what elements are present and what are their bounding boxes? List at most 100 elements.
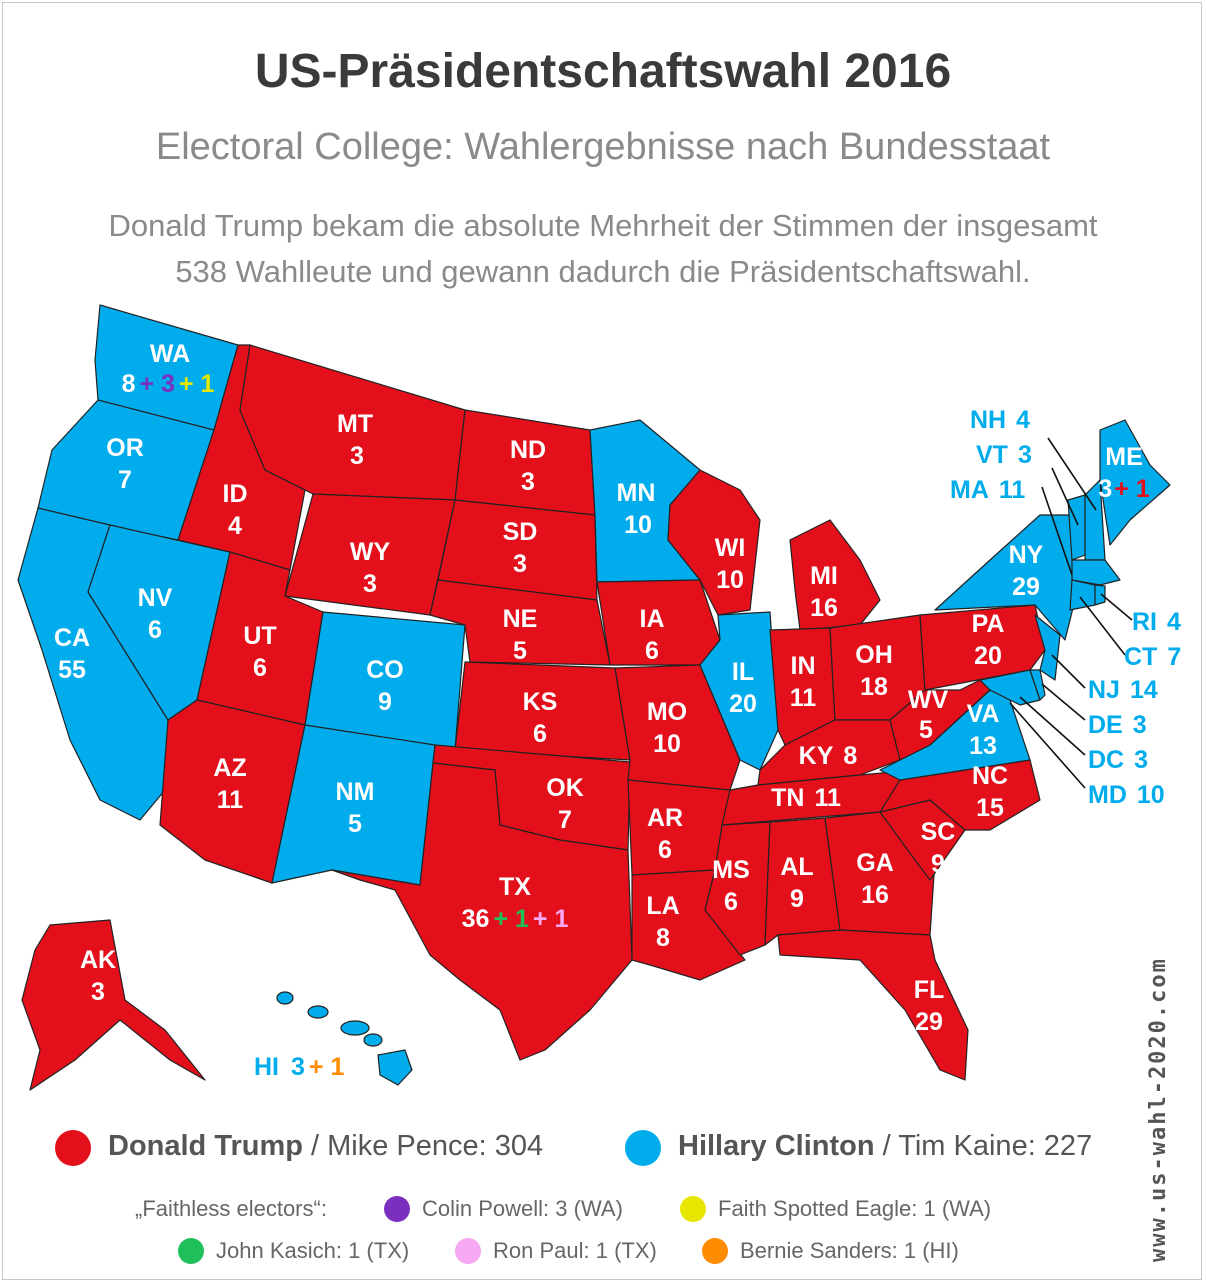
legend-kasich-dot [178, 1238, 204, 1264]
legend-paul-dot [455, 1238, 481, 1264]
state-ME[interactable] [1099, 419, 1171, 546]
label-IA-abbr: IA [640, 605, 665, 633]
legend-powell-text: Colin Powell: 3 (WA) [422, 1196, 623, 1221]
state-WI[interactable] [667, 469, 761, 616]
label-MA: MA 11 [950, 476, 1025, 504]
state-RI[interactable] [1094, 584, 1106, 606]
label-HI-abbr: HI [254, 1053, 279, 1081]
label-SD-votes: 3 [513, 550, 527, 578]
label-CT-votes: 7 [1167, 643, 1181, 671]
watermark-url: www.us-wahl-2020.com [1146, 957, 1171, 1262]
label-MT-votes: 3 [350, 442, 364, 470]
state-HI[interactable] [276, 991, 413, 1086]
label-TN-abbr: TN [771, 784, 804, 812]
label-NV-abbr: NV [138, 584, 173, 612]
label-AZ-abbr: AZ [213, 754, 246, 782]
label-MS-votes: 6 [724, 888, 738, 916]
label-KY: KY 8 [799, 742, 858, 770]
label-CO-abbr: CO [366, 656, 404, 684]
label-ME-abbr: ME [1105, 443, 1143, 471]
legend-clinton-text: Hillary Clinton / Tim Kaine: 227 [678, 1130, 1092, 1163]
label-NH-votes: 4 [1016, 406, 1030, 434]
label-WA-votes: 8 + 3 + 1 [122, 370, 215, 398]
label-DE: DE 3 [1088, 711, 1147, 739]
label-SD-abbr: SD [503, 518, 538, 546]
label-WA-abbr: WA [150, 340, 190, 368]
label-TX-votes: 36 + 1 + 1 [462, 905, 569, 933]
label-TX-votes-base: 36 [462, 905, 490, 933]
label-MA-votes: 11 [999, 476, 1026, 504]
label-NV-votes: 6 [148, 616, 162, 644]
label-WA-eagle: + 1 [179, 370, 215, 398]
label-VT-votes: 3 [1018, 441, 1032, 469]
label-NH: NH 4 [970, 406, 1030, 434]
label-TX-abbr: TX [499, 873, 531, 901]
label-LA-votes: 8 [656, 924, 670, 952]
label-TN-votes: 11 [814, 784, 841, 812]
state-FL[interactable] [777, 929, 969, 1081]
label-AK-votes: 3 [91, 978, 105, 1006]
label-MN-votes: 10 [624, 511, 652, 539]
label-ME-trump: + 1 [1114, 475, 1150, 503]
label-AK-abbr: AK [80, 946, 116, 974]
legend-eagle-text: Faith Spotted Eagle: 1 (WA) [718, 1196, 992, 1221]
state-MI[interactable] [789, 519, 881, 631]
label-OH-abbr: OH [855, 641, 893, 669]
label-GA-abbr: GA [856, 849, 894, 877]
label-ND-votes: 3 [521, 468, 535, 496]
label-ME-votes: 3+ 1 [1098, 475, 1149, 503]
label-NM-abbr: NM [336, 778, 375, 806]
label-IL-votes: 20 [729, 690, 757, 718]
label-TX-kasich: + 1 [493, 905, 529, 933]
state-DE[interactable] [1029, 669, 1046, 701]
legend-clinton-name: Hillary Clinton [678, 1130, 875, 1162]
label-AR-votes: 6 [658, 836, 672, 864]
label-OK-abbr: OK [546, 774, 584, 802]
label-MI-votes: 16 [810, 594, 838, 622]
leader-lines [1009, 437, 1133, 789]
legend-clinton-rest: / Tim Kaine: 227 [874, 1130, 1093, 1162]
label-SC-abbr: SC [921, 818, 956, 846]
state-labels: WA 8 + 3 + 1 OR 7 CA 55 NV 6 ID 4 MT 3 WY … [54, 340, 1181, 1081]
page-title: US-Präsidentschaftswahl 2016 [254, 45, 952, 98]
label-DE-abbr: DE [1088, 711, 1123, 739]
state-NJ[interactable] [1034, 614, 1061, 681]
legend-powell-dot [384, 1196, 410, 1222]
label-MS-abbr: MS [712, 856, 750, 884]
state-CT[interactable] [1069, 579, 1096, 611]
page-subtitle: Electoral College: Wahlergebnisse nach B… [155, 126, 1051, 168]
label-RI-abbr: RI [1132, 608, 1157, 636]
label-TN: TN 11 [771, 784, 841, 812]
label-GA-votes: 16 [861, 881, 889, 909]
label-WY-votes: 3 [363, 570, 377, 598]
state-PA[interactable] [919, 604, 1046, 691]
description-line-1: Donald Trump bekam die absolute Mehrheit… [108, 208, 1098, 243]
label-KS-abbr: KS [523, 688, 558, 716]
label-IA-votes: 6 [645, 637, 659, 665]
label-NJ-votes: 14 [1130, 676, 1158, 704]
label-LA-abbr: LA [646, 892, 679, 920]
label-HI: HI 3 + 1 [254, 1053, 344, 1081]
label-WV-abbr: WV [908, 686, 949, 714]
label-WI-abbr: WI [715, 534, 746, 562]
state-MA[interactable] [1071, 559, 1121, 586]
legend-paul-text: Ron Paul: 1 (TX) [493, 1238, 657, 1263]
state-AK[interactable] [21, 919, 206, 1091]
label-PA-abbr: PA [972, 610, 1005, 638]
label-OK-votes: 7 [558, 806, 572, 834]
label-MN-abbr: MN [617, 479, 656, 507]
legend-eagle-dot [680, 1196, 706, 1222]
label-RI: RI 4 [1132, 608, 1181, 636]
label-MO-votes: 10 [653, 730, 681, 758]
label-WY-abbr: WY [350, 538, 391, 566]
label-FL-votes: 29 [915, 1008, 943, 1036]
label-CT: CT 7 [1124, 643, 1181, 671]
label-UT-abbr: UT [243, 622, 276, 650]
label-VA-abbr: VA [967, 700, 1000, 728]
state-TX[interactable] [331, 762, 633, 1061]
label-KY-abbr: KY [799, 742, 834, 770]
label-KS-votes: 6 [533, 720, 547, 748]
label-UT-votes: 6 [253, 654, 267, 682]
label-FL-abbr: FL [914, 976, 945, 1004]
label-MO-abbr: MO [647, 698, 687, 726]
